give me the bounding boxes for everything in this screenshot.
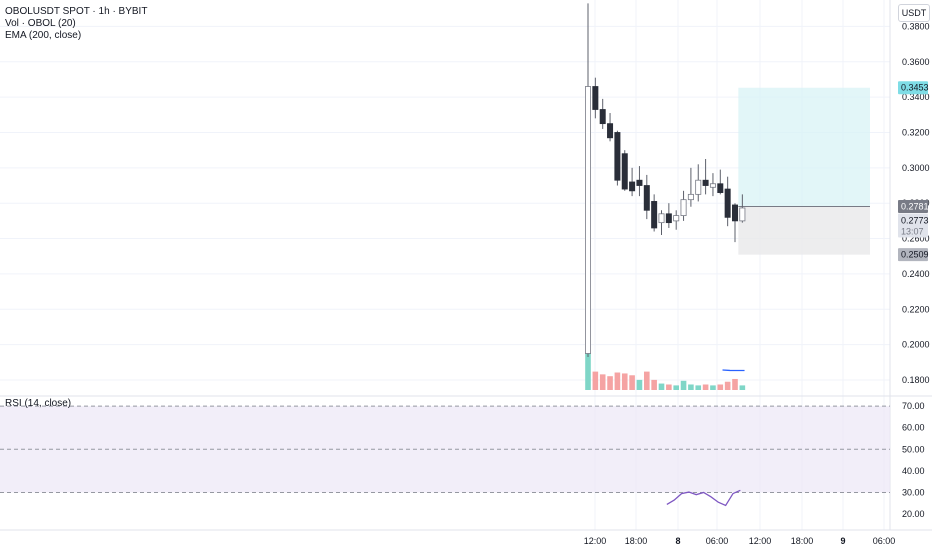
volume-bar (651, 379, 657, 390)
time-tick-label: 12:00 (749, 536, 772, 546)
volume-bar (666, 384, 672, 390)
rsi-legend[interactable]: RSI (14, close) (5, 398, 72, 409)
volume-bar (739, 385, 746, 390)
volume-bar (688, 384, 694, 390)
candle-body (702, 179, 709, 186)
volume-bar (614, 372, 621, 390)
volume-bar (710, 385, 716, 390)
price-tick-label: 0.3600 (902, 57, 930, 67)
volume-bar (724, 381, 731, 390)
price-tick-label: 0.1800 (902, 375, 930, 385)
entry-price-label: 0.2781 (901, 202, 929, 212)
candle-body (673, 215, 680, 222)
time-tick-label: 12:00 (584, 536, 607, 546)
rsi-tick-label: 40.00 (902, 466, 925, 476)
volume-bar (673, 385, 679, 390)
volume-bar (732, 378, 738, 390)
price-tick-label: 0.2600 (902, 234, 930, 244)
last-price-bg (898, 213, 928, 238)
time-tick-label: 06:00 (873, 536, 896, 546)
volume-bar (658, 383, 665, 390)
candle-body (585, 86, 592, 354)
rsi-tick-label: 20.00 (902, 509, 925, 519)
candle-body (665, 213, 672, 224)
price-tick-label: 0.3800 (902, 21, 930, 31)
price-tick-label: 0.3000 (902, 163, 930, 173)
candle-body (739, 207, 746, 222)
rsi-tick-label: 70.00 (902, 401, 925, 411)
volume-bar (644, 371, 650, 390)
candle-body (651, 201, 658, 229)
candle-body (695, 179, 702, 195)
rsi-tick-label: 30.00 (902, 488, 925, 498)
volume-bar (599, 374, 606, 390)
volume-bar (629, 375, 635, 390)
volume-bar (695, 385, 702, 390)
candle-body (687, 193, 694, 201)
currency-badge[interactable]: USDT (898, 4, 930, 22)
volume-bar (702, 384, 709, 390)
price-tick-label: 0.3400 (902, 92, 930, 102)
volume-bar (621, 373, 628, 390)
price-tick-label: 0.2200 (902, 304, 930, 314)
time-tick-label: 06:00 (706, 536, 729, 546)
price-tick-label: 0.3200 (902, 127, 930, 137)
symbol-legend[interactable]: OBOLUSDT SPOT · 1h · BYBIT (5, 6, 148, 17)
stop-price-label-bg (898, 248, 928, 262)
rsi-line (666, 489, 741, 507)
candle-body (724, 188, 731, 218)
time-tick-label: 18:00 (791, 536, 814, 546)
time-tick-label: 18:00 (625, 536, 648, 546)
candle-body (732, 204, 739, 222)
candle-body (621, 153, 628, 190)
rsi-tick-label: 60.00 (902, 423, 925, 433)
candle-body (658, 213, 665, 224)
volume-legend[interactable]: Vol · OBOL (20) (5, 18, 76, 29)
price-tick-label: 0.2400 (902, 269, 930, 279)
volume-bar (636, 379, 643, 390)
profit-zone (738, 87, 870, 207)
volume-bar (607, 376, 613, 390)
candle-body (607, 123, 614, 139)
time-tick-label: 8 (675, 536, 680, 546)
time-tick-label: 9 (840, 536, 845, 546)
rsi-tick-label: 50.00 (902, 444, 925, 454)
candle-body (717, 183, 724, 193)
countdown-label: 13:07 (901, 227, 924, 237)
ema-legend[interactable]: EMA (200, close) (5, 30, 82, 41)
candle-body (643, 185, 650, 211)
ema-line (722, 369, 745, 372)
stop-price-label: 0.2509 (901, 250, 929, 260)
entry-price-label-bg (898, 200, 928, 214)
volume-bar (717, 384, 724, 390)
candle-body (636, 179, 643, 186)
last-price-label: 0.2773 (901, 216, 929, 226)
candle-body (614, 132, 621, 181)
volume-bar (680, 380, 687, 390)
candle-body (680, 199, 687, 216)
candle-body (599, 109, 606, 125)
target-price-label: 0.3453 (901, 83, 929, 93)
candle-body (592, 86, 599, 110)
stop-zone (738, 206, 870, 255)
candle-body (709, 183, 716, 188)
price-tick-label: 0.2000 (902, 340, 930, 350)
target-price-label-bg (898, 81, 928, 95)
candle-body (629, 181, 636, 192)
volume-bar (592, 371, 599, 390)
